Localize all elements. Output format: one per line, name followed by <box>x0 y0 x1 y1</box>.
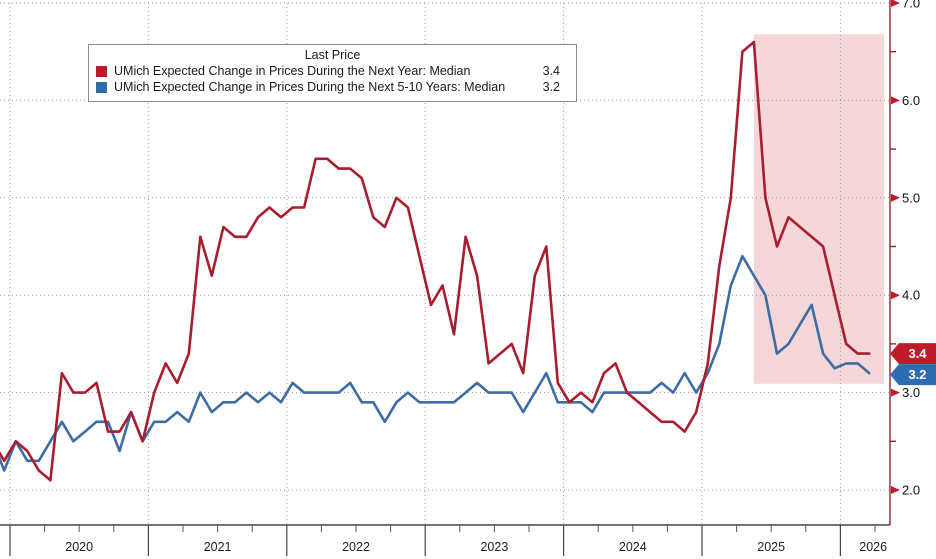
y-tick-arrow-icon <box>891 486 900 494</box>
x-year-label: 2020 <box>65 540 93 554</box>
y-tick-arrow-icon <box>891 388 900 397</box>
x-year-label: 2022 <box>342 540 370 554</box>
x-year-label: 2023 <box>480 540 508 554</box>
last-price-badge-label: 3.2 <box>908 367 926 382</box>
y-tick-arrow-icon <box>891 291 900 300</box>
legend-swatch-blue-icon <box>96 81 107 93</box>
legend-entry-label: UMich Expected Change in Prices During t… <box>114 64 471 78</box>
legend-entry-value: 3.4 <box>542 64 560 78</box>
y-tick-label: 3.0 <box>902 385 920 400</box>
x-year-label: 2024 <box>619 540 647 554</box>
legend-entry-value: 3.2 <box>542 80 560 94</box>
x-year-label: 2025 <box>757 540 785 554</box>
x-year-label: 2021 <box>204 540 232 554</box>
y-tick-label: 4.0 <box>902 288 920 303</box>
y-tick-label: 7.0 <box>902 0 920 11</box>
legend-entry-label: UMich Expected Change in Prices During t… <box>114 80 506 94</box>
legend-entry: UMich Expected Change in Prices During t… <box>89 63 576 79</box>
x-year-label: 2026 <box>859 540 887 554</box>
y-tick-label: 5.0 <box>902 190 920 205</box>
series-line <box>0 40 871 482</box>
y-tick-arrow-icon <box>891 0 900 7</box>
y-tick-label: 2.0 <box>902 483 920 498</box>
last-price-badge <box>890 364 936 386</box>
last-price-badge <box>890 343 936 365</box>
y-tick-label: 6.0 <box>902 93 920 108</box>
highlight-region <box>753 34 884 384</box>
series-line <box>0 254 871 472</box>
legend-swatch-red-icon <box>96 65 107 77</box>
y-tick-arrow-icon <box>891 96 900 105</box>
legend-entry: UMich Expected Change in Prices During t… <box>89 79 576 95</box>
last-price-badge-label: 3.4 <box>908 346 927 361</box>
chart-legend: Last Price UMich Expected Change in Pric… <box>88 44 577 102</box>
y-tick-arrow-icon <box>891 193 900 202</box>
legend-title: Last Price <box>304 48 361 62</box>
